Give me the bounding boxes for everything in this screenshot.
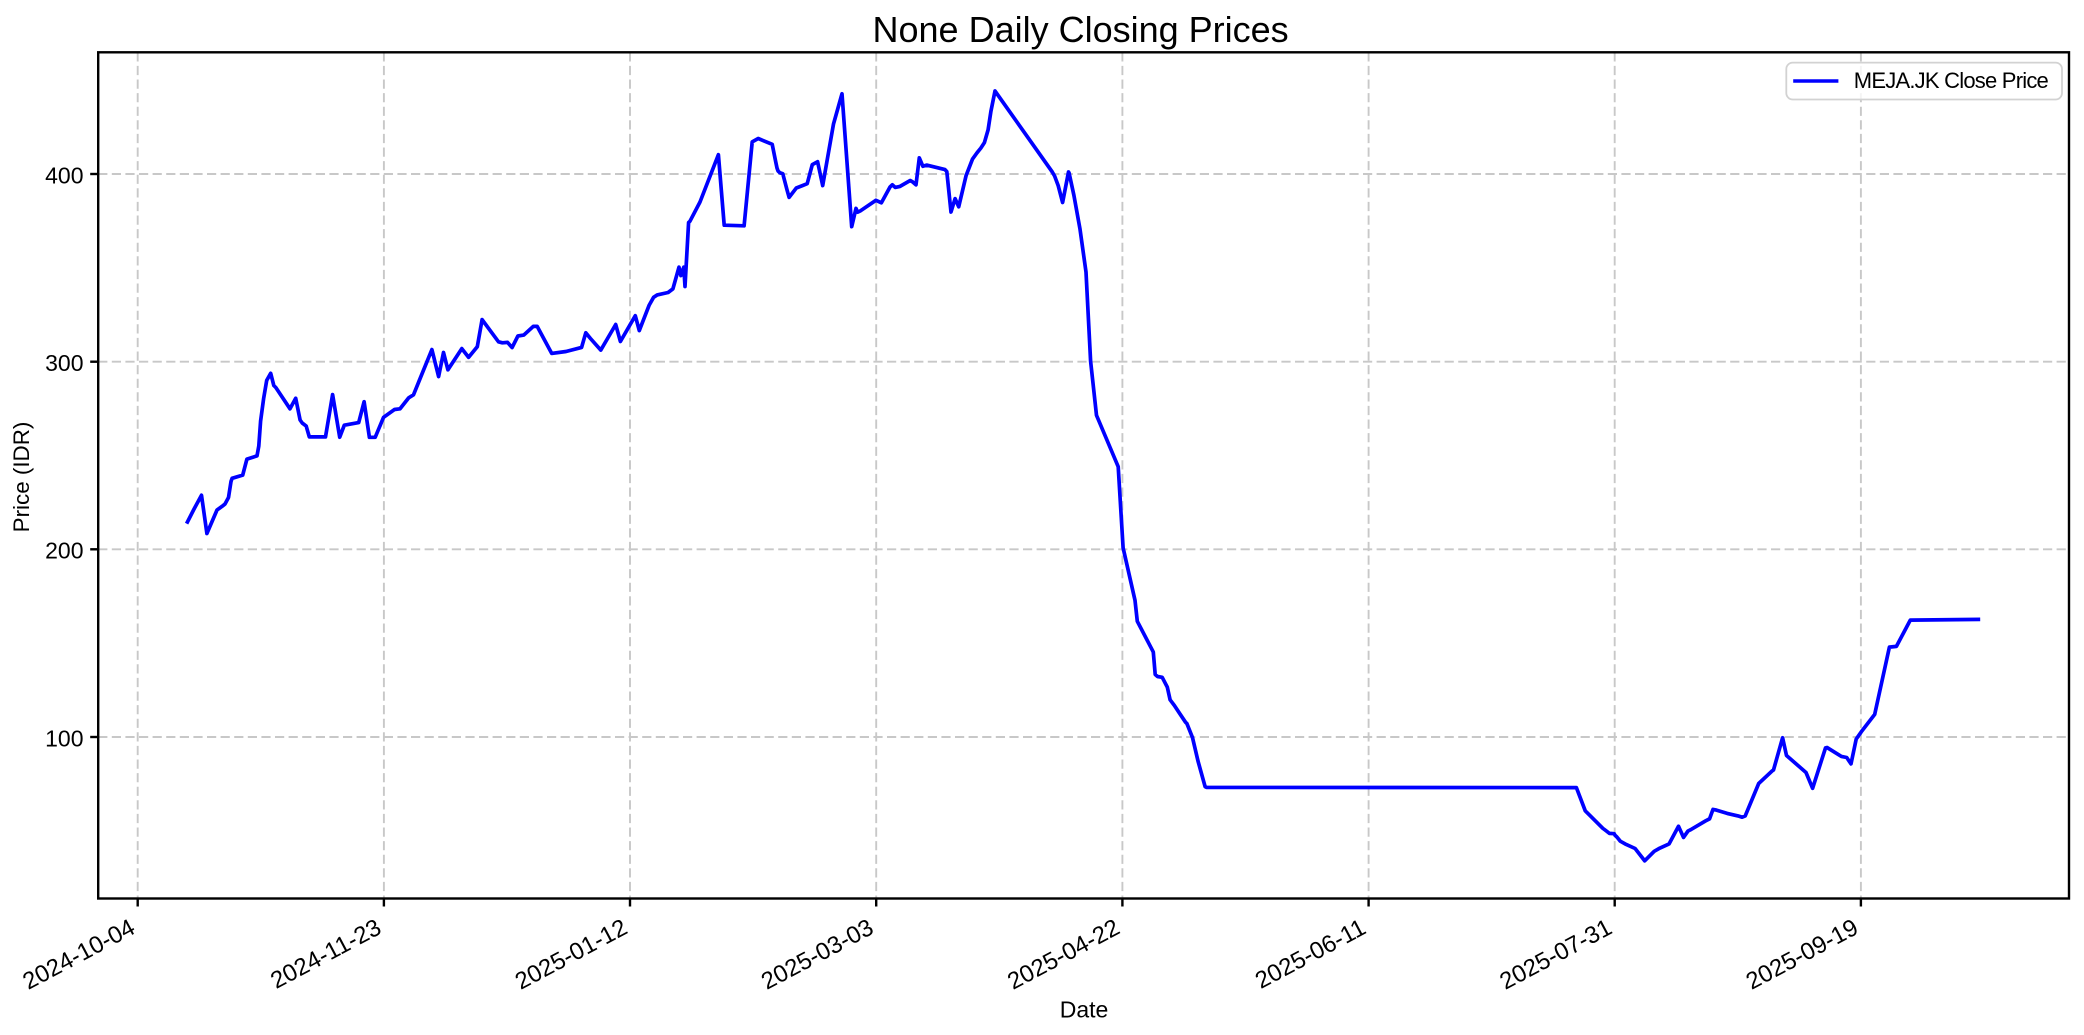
svg-text:Date: Date	[1060, 997, 1109, 1023]
svg-text:300: 300	[45, 350, 83, 376]
svg-text:400: 400	[45, 162, 83, 188]
svg-text:200: 200	[45, 538, 83, 564]
svg-text:100: 100	[45, 725, 83, 751]
svg-text:Price (IDR): Price (IDR)	[9, 422, 34, 533]
svg-text:MEJA.JK Close Price: MEJA.JK Close Price	[1854, 68, 2049, 93]
svg-text:None Daily Closing Prices: None Daily Closing Prices	[873, 9, 1289, 50]
